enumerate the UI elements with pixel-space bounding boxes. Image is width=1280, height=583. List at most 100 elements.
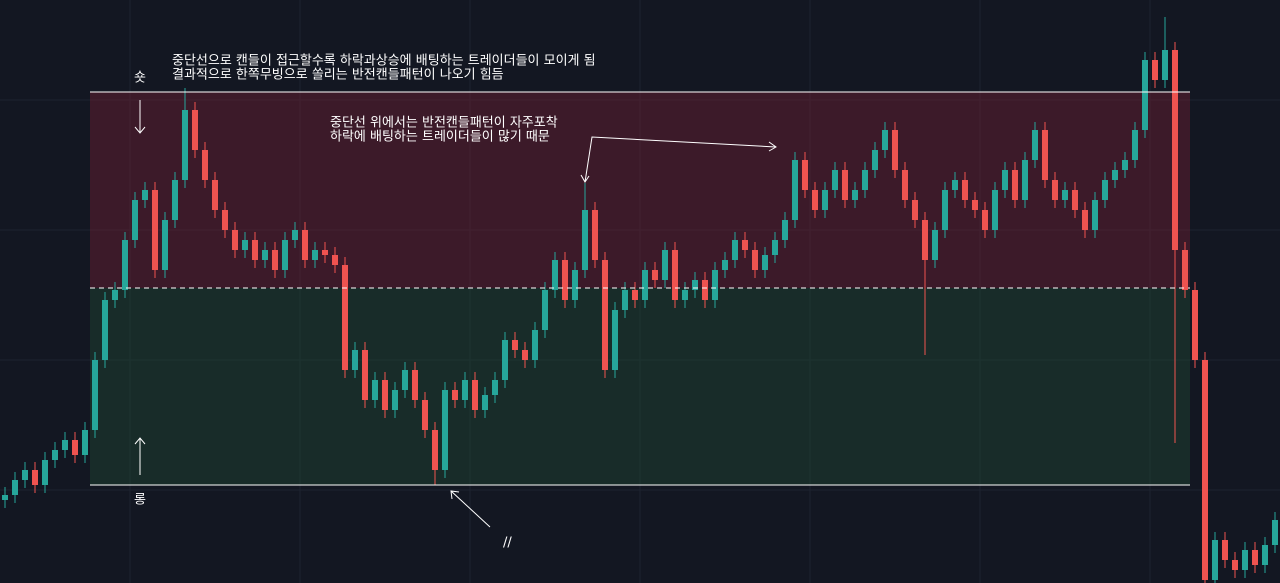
annotation: // bbox=[503, 536, 512, 551]
candle-body bbox=[482, 395, 488, 410]
candle-body bbox=[682, 290, 688, 300]
candle-body bbox=[92, 360, 98, 430]
candle-body bbox=[172, 180, 178, 220]
candle-body bbox=[152, 190, 158, 270]
candle-body bbox=[1002, 170, 1008, 190]
candle-body bbox=[562, 260, 568, 300]
candle-body bbox=[572, 270, 578, 300]
candle-body bbox=[1032, 130, 1038, 160]
candle-body bbox=[222, 210, 228, 230]
candle-body bbox=[102, 300, 108, 360]
arrow bbox=[580, 136, 777, 183]
annotation: 결과적으로 한쪽무빙으로 쏠리는 반전캔들패턴이 나오기 힘듬 bbox=[172, 68, 504, 83]
candle-body bbox=[252, 240, 258, 260]
candle-body bbox=[512, 340, 518, 350]
candle-body bbox=[302, 230, 308, 260]
candle-body bbox=[622, 290, 628, 310]
candle-body bbox=[532, 330, 538, 360]
candle-body bbox=[292, 230, 298, 240]
candle-body bbox=[642, 270, 648, 300]
candle-body bbox=[202, 150, 208, 180]
candle-body bbox=[862, 170, 868, 190]
candle-body bbox=[462, 380, 468, 400]
candle-body bbox=[282, 240, 288, 270]
candle-body bbox=[912, 200, 918, 220]
candle-body bbox=[792, 160, 798, 220]
candle-body bbox=[992, 190, 998, 230]
candle-body bbox=[392, 390, 398, 410]
candle-body bbox=[522, 350, 528, 360]
candle-body bbox=[902, 170, 908, 200]
candle-body bbox=[842, 170, 848, 200]
candle-body bbox=[502, 340, 508, 380]
annotation: 하락에 배팅하는 트레이더들이 많기 때문 bbox=[330, 130, 550, 145]
candle-body bbox=[272, 250, 278, 270]
candle-body bbox=[232, 230, 238, 250]
candle-body bbox=[1092, 200, 1098, 230]
candle-body bbox=[312, 250, 318, 260]
arrow bbox=[134, 437, 146, 475]
long-zone bbox=[90, 288, 1190, 485]
candle-body bbox=[952, 180, 958, 190]
candle-body bbox=[872, 150, 878, 170]
candle-body bbox=[1152, 60, 1158, 80]
candle-body bbox=[882, 130, 888, 150]
candle-body bbox=[22, 470, 28, 480]
candle-body bbox=[442, 390, 448, 470]
candle-body bbox=[242, 240, 248, 250]
candle-body bbox=[772, 240, 778, 255]
candle-body bbox=[322, 250, 328, 255]
candle-body bbox=[422, 400, 428, 430]
candle-body bbox=[262, 250, 268, 260]
candle-body bbox=[332, 255, 338, 265]
candle-body bbox=[612, 310, 618, 370]
candle-body bbox=[1132, 130, 1138, 160]
candle-body bbox=[1232, 560, 1238, 570]
candle-body bbox=[212, 180, 218, 210]
candle-body bbox=[812, 190, 818, 210]
candle-body bbox=[1082, 210, 1088, 230]
candle-body bbox=[402, 370, 408, 390]
candle-body bbox=[182, 110, 188, 180]
candle-body bbox=[662, 250, 668, 280]
candle-body bbox=[112, 290, 118, 300]
candle-body bbox=[1072, 190, 1078, 210]
candle-body bbox=[362, 350, 368, 400]
candle-body bbox=[702, 280, 708, 300]
candle-body bbox=[1172, 50, 1178, 250]
candle-body bbox=[132, 200, 138, 240]
annotation: 중단선으로 캔들이 접근할수록 하락과상승에 배팅하는 트레이더들이 모이게 됨 bbox=[172, 54, 596, 69]
candle-body bbox=[892, 130, 898, 170]
candle-body bbox=[692, 280, 698, 290]
candle-body bbox=[632, 290, 638, 300]
candle-body bbox=[372, 380, 378, 400]
candle-body bbox=[582, 210, 588, 270]
candle-body bbox=[762, 255, 768, 270]
candle-body bbox=[52, 450, 58, 460]
candle-body bbox=[82, 430, 88, 455]
candle-body bbox=[712, 270, 718, 300]
candle-body bbox=[752, 250, 758, 270]
candle-body bbox=[1262, 545, 1268, 565]
candle-body bbox=[72, 440, 78, 455]
candle-body bbox=[782, 220, 788, 240]
candle-body bbox=[352, 350, 358, 370]
candle-body bbox=[1192, 290, 1198, 360]
candle-body bbox=[552, 260, 558, 290]
candle-body bbox=[852, 190, 858, 200]
candle-body bbox=[962, 180, 968, 200]
candle-body bbox=[432, 430, 438, 470]
annotation: 롱 bbox=[134, 493, 146, 508]
annotation: 중단선 위에서는 반전캔들패턴이 자주포착 bbox=[330, 116, 558, 131]
candle-body bbox=[1162, 50, 1168, 80]
candle-body bbox=[42, 460, 48, 485]
candle-body bbox=[1062, 190, 1068, 200]
candle-body bbox=[942, 190, 948, 230]
candle-body bbox=[672, 250, 678, 300]
candle-body bbox=[1122, 160, 1128, 170]
candle-body bbox=[802, 160, 808, 190]
candle-body bbox=[722, 260, 728, 270]
arrows bbox=[134, 100, 777, 528]
